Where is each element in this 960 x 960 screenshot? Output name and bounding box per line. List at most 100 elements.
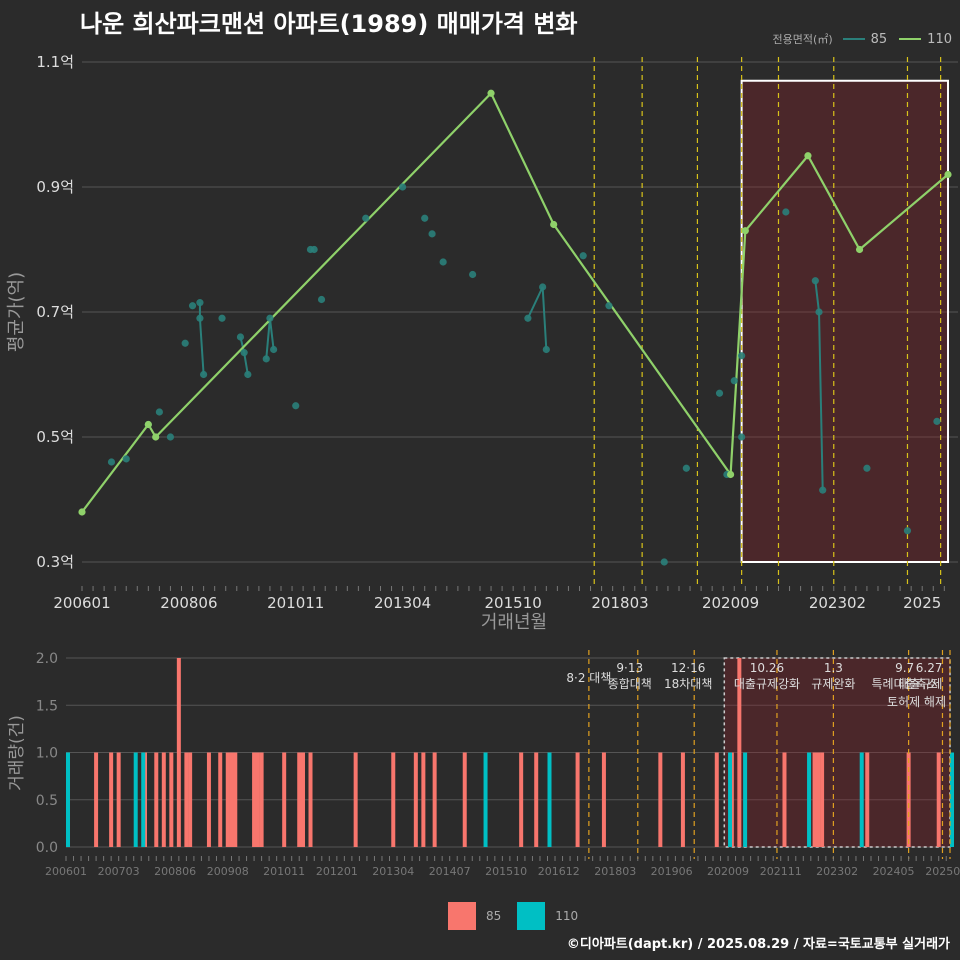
series-85-point [244,370,252,379]
series-85-point [738,352,746,360]
series-85-point [240,349,248,357]
volume-x-tick-label: 202405 [873,865,915,878]
volume-bar-85 [154,752,159,847]
policy-annotation-label: 12·16 [671,661,705,675]
volume-bar-85 [391,752,396,847]
series-85-point [310,245,318,254]
legend-bottom-label-85: 85 [486,909,502,923]
volume-bar-85 [116,752,121,847]
volume-bar-110 [807,752,812,847]
legend-bottom-label-110: 110 [555,909,579,923]
price-y-axis-label: 평균가(억) [6,272,27,352]
policy-annotation-label: 9.7 [895,661,914,675]
price-x-tick-label: 202009 [702,594,759,612]
volume-bar-110 [547,752,552,847]
legend-box-85 [448,902,476,930]
policy-annotation-label: 규제완화 [811,677,855,691]
volume-bar-85 [658,752,663,847]
policy-annotation-label: 18차대책 [664,676,712,691]
volume-bar-110 [66,752,70,847]
price-x-tick-label: 201510 [485,594,542,612]
volume-bar-85 [252,752,257,847]
volume-bar-85 [206,752,211,847]
series-110-point [944,170,952,179]
series-85-point [188,302,197,310]
series-85-point [660,558,668,566]
series-85-point [542,345,550,354]
volume-y-tick-label: 0.5 [36,793,58,809]
volume-bar-110 [950,752,954,847]
legend-box-110 [517,902,546,930]
policy-annotation-label: 8·2 대책 [566,670,611,685]
volume-x-tick-label: 201906 [651,865,693,878]
series-85-point [428,230,436,238]
price-x-tick-label: 201304 [374,594,431,612]
volume-bar-85 [300,752,305,847]
volume-x-tick-label: 200601 [45,865,87,878]
volume-x-tick-label: 201803 [594,865,636,878]
volume-bar-85 [94,752,99,847]
volume-bar-85 [225,752,230,847]
chart-title: 나운 희산파크맨션 아파트(1989) 매매가격 변화 [80,10,578,38]
volume-bar-85 [218,752,223,847]
volume-bar-85 [161,752,166,847]
volume-bar-85 [432,752,437,847]
series-85-point [196,299,204,307]
top-legend: 전용면적(㎡) 85 110 [773,31,952,47]
top-legend-title: 전용면적(㎡) [772,33,833,46]
price-highlight-region [740,79,949,563]
volume-bar-85 [184,752,189,847]
price-x-tick-label: 2025 [903,594,941,612]
volume-highlight-region [723,657,951,848]
series-85-point [166,433,175,441]
series-85-point [863,464,871,472]
price-x-tick-label: 202302 [809,594,866,612]
policy-annotation-label: 대출규제 [898,677,942,691]
series-85-point [362,214,370,222]
volume-bar-110 [133,752,138,847]
series-85-point [811,277,819,285]
volume-bar-85 [229,752,234,847]
series-85-point [539,283,547,291]
policy-annotation-label: 10.26 [750,661,784,675]
volume-x-tick-label: 201201 [316,865,358,878]
series-110-point [550,220,558,229]
series-85-point [933,417,941,425]
series-85-point [715,389,724,397]
series-110-point [804,152,812,160]
volume-bar-85 [255,752,260,847]
series-85-point [524,314,532,322]
legend-swatch-110 [899,38,922,40]
bottom-legend: 85 110 [448,902,578,930]
price-y-tick-label: 0.7억 [36,303,74,321]
volume-x-tick-label: 201011 [263,865,305,878]
source-credit: ©디아파트(dapt.kr) / 2025.08.29 / 자료=국토교통부 실… [566,937,950,952]
series-85-point [782,208,790,216]
volume-bar-85 [714,752,719,847]
legend-swatch-85 [842,38,865,40]
series-110-point [152,433,160,441]
series-85-point [200,370,208,379]
series-85-point [270,345,278,354]
series-85-point [903,527,912,535]
volume-bar-85 [462,752,467,847]
series-85-point [815,308,823,316]
legend-label-85: 85 [870,31,888,47]
volume-y-tick-label: 0.0 [36,840,58,856]
volume-bar-85 [233,752,238,847]
volume-bar-85 [820,752,825,847]
volume-x-tick-label: 201304 [372,865,414,878]
legend-label-110: 110 [927,31,952,47]
price-x-tick-label: 200806 [160,594,217,612]
volume-y-tick-label: 2.0 [36,651,58,667]
series-85-point [155,408,163,416]
volume-bar-85 [534,752,539,847]
volume-bar-85 [812,752,817,847]
volume-bar-85 [259,752,264,847]
series-85-point [439,258,447,266]
series-85-point [107,458,116,466]
series-85-point [605,302,613,310]
policy-annotation-label: 특례대출축소 [871,677,937,691]
volume-x-tick-label: 200703 [98,865,140,878]
series-85-point [181,339,189,347]
